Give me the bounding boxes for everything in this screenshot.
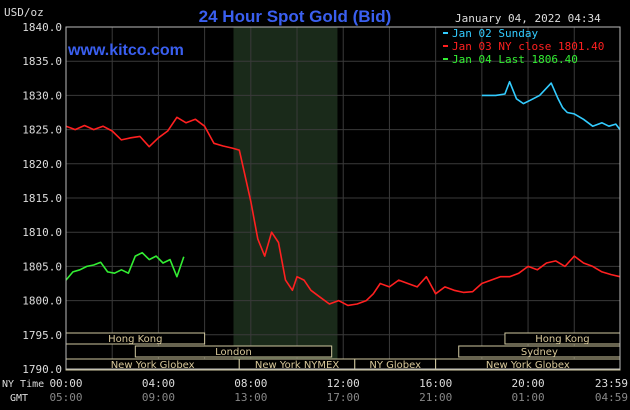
x-tick-label-gmt: 13:00 xyxy=(234,391,267,404)
x-tick-label-gmt: 17:00 xyxy=(327,391,360,404)
y-tick-label: 1830.0 xyxy=(22,89,62,102)
session-label: London xyxy=(215,347,252,358)
gmt-row-label: GMT xyxy=(10,393,28,404)
x-tick-label-gmt: 09:00 xyxy=(142,391,175,404)
y-tick-label: 1815.0 xyxy=(22,192,62,205)
y-tick-label: 1835.0 xyxy=(22,55,62,68)
y-tick-label: 1795.0 xyxy=(22,329,62,342)
session-bar xyxy=(134,345,333,358)
website-link[interactable]: www.kitco.com xyxy=(67,42,184,59)
session-label: New York Globex xyxy=(111,360,195,371)
series-line-1 xyxy=(481,80,621,131)
x-tick-label-ny: 08:00 xyxy=(234,377,267,390)
session-label: New York Globex xyxy=(486,360,570,371)
chart-title: 24 Hour Spot Gold (Bid) xyxy=(199,7,392,26)
series-line-3 xyxy=(65,251,185,281)
y-tick-label: 1810.0 xyxy=(22,226,62,239)
legend-entry: Jan 04 Last 1806.40 xyxy=(452,53,578,66)
series-line-2 xyxy=(65,116,621,307)
session-label: Hong Kong xyxy=(535,334,589,345)
y-tick-label: 1805.0 xyxy=(22,260,62,273)
x-tick-label-gmt: 01:00 xyxy=(511,391,544,404)
y-tick-label: 1840.0 xyxy=(22,21,62,34)
unit-label: USD/oz xyxy=(4,6,44,19)
session-label: NY Globex xyxy=(369,360,421,371)
x-tick-label-ny: 00:00 xyxy=(49,377,82,390)
session-label: New York NYMEX xyxy=(255,360,340,371)
x-tick-label-ny: 20:00 xyxy=(511,377,544,390)
y-tick-label: 1790.0 xyxy=(22,363,62,376)
legend-entry: Jan 02 Sunday xyxy=(452,27,538,40)
y-tick-label: 1800.0 xyxy=(22,295,62,308)
legend-entry: Jan 03 NY close 1801.40 xyxy=(452,40,604,53)
plot-frame xyxy=(65,26,621,370)
x-tick-label-ny: 04:00 xyxy=(142,377,175,390)
x-tick-label-ny: 23:59 xyxy=(595,377,628,390)
ny-time-row-label: NY Time xyxy=(2,379,44,390)
x-tick-label-ny: 12:00 xyxy=(327,377,360,390)
x-tick-label-gmt: 04:59 xyxy=(595,391,628,404)
y-tick-label: 1825.0 xyxy=(22,124,62,137)
x-tick-label-gmt: 05:00 xyxy=(49,391,82,404)
x-tick-label-ny: 16:00 xyxy=(419,377,452,390)
session-label: Sydney xyxy=(521,347,558,358)
y-tick-label: 1820.0 xyxy=(22,158,62,171)
timestamp: January 04, 2022 04:34 xyxy=(455,12,601,25)
x-tick-label-gmt: 21:00 xyxy=(419,391,452,404)
session-label: Hong Kong xyxy=(108,334,162,345)
